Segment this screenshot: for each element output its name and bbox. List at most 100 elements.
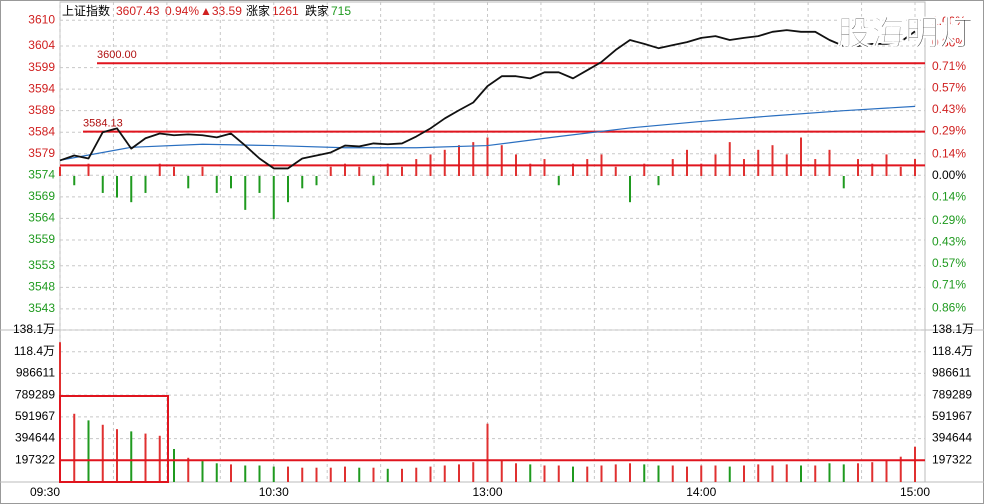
average-line bbox=[59, 105, 916, 161]
volume-bar bbox=[372, 467, 375, 482]
x-tick-label: 14:00 bbox=[686, 485, 716, 499]
breadth-bar bbox=[443, 149, 446, 176]
breadth-bar bbox=[629, 176, 631, 203]
breadth-bar bbox=[643, 163, 646, 176]
volume-bar bbox=[187, 457, 190, 482]
volume-bar bbox=[401, 468, 403, 482]
breadth-bar bbox=[842, 176, 845, 189]
breadth-bar bbox=[101, 176, 104, 193]
y2-tick-label: 0.71% bbox=[932, 278, 966, 292]
y2-tick-label: 0.29% bbox=[932, 124, 966, 138]
breadth-bar bbox=[230, 176, 232, 189]
down-count: 715 bbox=[331, 4, 351, 18]
y-tick-label: 3604 bbox=[28, 38, 55, 52]
breadth-bar bbox=[871, 163, 874, 176]
volume-bar bbox=[258, 465, 261, 482]
volume-tick-label: 118.4万 bbox=[14, 344, 55, 358]
breadth-bar bbox=[614, 166, 617, 176]
volume-bar bbox=[572, 466, 574, 482]
y-tick-label: 3594 bbox=[28, 81, 55, 95]
volume-bar bbox=[871, 462, 874, 482]
breadth-bar bbox=[828, 149, 831, 176]
breadth-bar bbox=[329, 166, 332, 176]
breadth-bar bbox=[686, 149, 688, 176]
volume-bar bbox=[857, 463, 859, 482]
breadth-bar bbox=[344, 163, 346, 176]
breadth-bar bbox=[543, 159, 546, 176]
y-tick-label: 3553 bbox=[28, 258, 55, 272]
volume-bar bbox=[272, 466, 275, 482]
support-label: 3600.00 bbox=[97, 49, 137, 61]
y-tick-label: 3569 bbox=[28, 189, 55, 203]
volume-bar bbox=[386, 468, 389, 482]
volume-bar bbox=[899, 456, 902, 482]
volume-bar bbox=[358, 467, 361, 482]
breadth-bar bbox=[59, 166, 61, 176]
volume-tick-label: 986611 bbox=[16, 366, 55, 380]
breadth-bar bbox=[899, 166, 902, 176]
breadth-bar bbox=[914, 159, 916, 176]
up-count: 1261 bbox=[272, 4, 299, 18]
volume-tick-label: 197322 bbox=[15, 452, 55, 466]
y-tick-label: 3584 bbox=[28, 124, 55, 138]
y2-tick-label: 0.29% bbox=[932, 213, 966, 227]
volume-bar bbox=[344, 466, 346, 482]
volume-bar bbox=[173, 448, 175, 482]
volume-bar bbox=[842, 464, 845, 482]
y2-tick-label: 0.43% bbox=[932, 102, 966, 116]
volume-bar bbox=[700, 465, 703, 482]
breadth-bar bbox=[458, 145, 460, 176]
volume-bar bbox=[643, 464, 646, 482]
breadth-bar bbox=[472, 142, 475, 176]
y2-tick-label: 0.43% bbox=[932, 234, 966, 248]
breadth-bar bbox=[201, 166, 204, 176]
breadth-bar bbox=[158, 163, 161, 176]
volume-tick-label: 591967 bbox=[15, 409, 55, 423]
index-price: 3607.43 bbox=[116, 4, 160, 18]
volume-bar bbox=[116, 429, 118, 482]
y2-tick-label: 0.86% bbox=[932, 301, 966, 315]
volume-bar bbox=[629, 463, 631, 482]
volume-tick-label: 197322 bbox=[932, 452, 972, 466]
volume-bar bbox=[586, 466, 589, 482]
y-tick-label: 3579 bbox=[28, 146, 55, 160]
volume-bar bbox=[714, 465, 717, 482]
y-tick-label: 3543 bbox=[28, 301, 55, 315]
breadth-bar bbox=[287, 176, 289, 203]
breadth-bar bbox=[173, 166, 175, 176]
breadth-bar bbox=[757, 149, 760, 176]
y2-tick-label: 0.00% bbox=[932, 168, 966, 182]
breadth-bar bbox=[671, 159, 674, 176]
breadth-bar bbox=[187, 176, 190, 189]
breadth-bar bbox=[657, 176, 660, 186]
volume-bar bbox=[158, 435, 161, 482]
volume-bar bbox=[771, 465, 774, 482]
watermark: 股海明灯 bbox=[837, 15, 973, 53]
volume-bar bbox=[230, 464, 232, 482]
volume-tick-label: 789289 bbox=[15, 387, 55, 401]
y-tick-label: 3564 bbox=[28, 211, 55, 225]
volume-bar bbox=[486, 423, 489, 482]
volume-bar bbox=[828, 463, 831, 482]
volume-bar bbox=[529, 464, 532, 482]
breadth-bar bbox=[386, 163, 389, 176]
volume-bar bbox=[73, 413, 76, 482]
volume-bar bbox=[443, 465, 446, 482]
highlight-box bbox=[59, 395, 169, 483]
y-tick-label: 3610 bbox=[28, 12, 55, 26]
volume-bar bbox=[686, 466, 688, 482]
y2-tick-label: 1.00% bbox=[932, 14, 966, 28]
volume-bar bbox=[814, 465, 817, 482]
volume-tick-label: 394644 bbox=[15, 431, 55, 445]
volume-bar bbox=[600, 465, 603, 482]
volume-bar bbox=[557, 465, 560, 482]
breadth-bar bbox=[814, 159, 817, 176]
breadth-bar bbox=[258, 176, 261, 193]
y-tick-label: 3599 bbox=[28, 60, 55, 74]
breadth-bar bbox=[301, 176, 304, 189]
volume-bar bbox=[144, 433, 147, 482]
breadth-bar bbox=[401, 166, 403, 176]
breadth-bar bbox=[800, 137, 802, 176]
